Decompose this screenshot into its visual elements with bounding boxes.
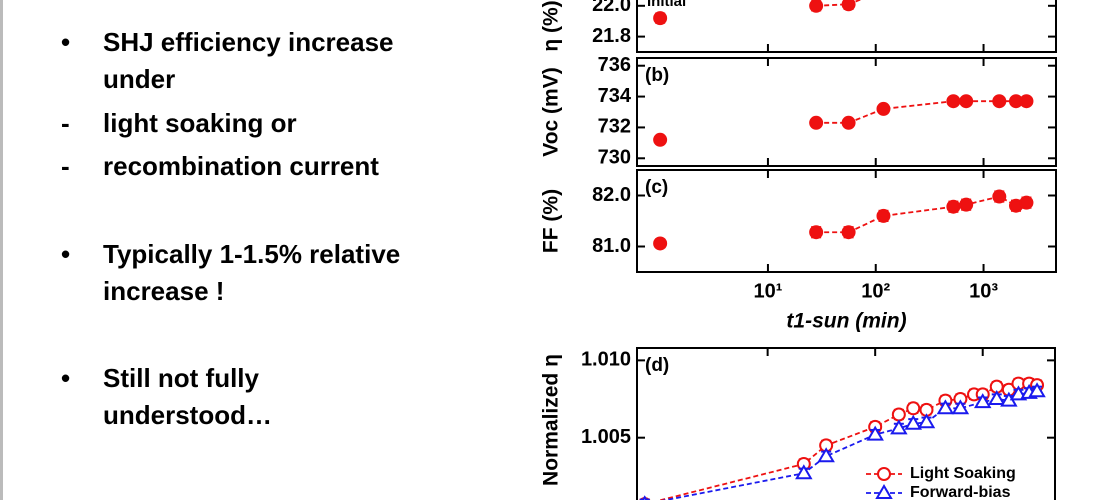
data-point: [1019, 195, 1034, 210]
y-tick-label: 22.0: [592, 0, 631, 16]
y-axis-label: FF (%): [540, 189, 563, 253]
data-point: [641, 495, 648, 500]
data-point: [959, 94, 974, 109]
data-point: [890, 419, 908, 435]
data-point: [809, 0, 824, 13]
bullet-marker: •: [61, 239, 71, 269]
y-axis-label: Voc (mV): [540, 67, 563, 156]
y-tick-label: 82.0: [592, 184, 631, 206]
data-point: [653, 132, 668, 147]
data-point: [951, 399, 970, 415]
y-tick-label: 1.010: [581, 349, 631, 371]
bullet-text: understood…: [103, 400, 272, 430]
data-point: [1028, 382, 1046, 398]
bullet-text: under: [103, 64, 176, 94]
data-point: [841, 115, 856, 130]
bullet-marker: •: [61, 363, 71, 393]
y-tick-label: 732: [598, 116, 631, 138]
y-tick-label: 1.005: [581, 426, 631, 448]
data-point: [841, 0, 856, 12]
annotation: Initial: [647, 0, 686, 10]
data-point: [992, 94, 1007, 109]
x-tick-label: 10¹: [753, 280, 782, 302]
legend-marker: [875, 484, 893, 499]
bullet-text: recombination current: [103, 151, 379, 181]
legend-label: Light Soaking: [910, 465, 1016, 482]
data-point: [841, 225, 856, 240]
data-point: [936, 399, 955, 415]
x-axis-label: t1-sun (min): [786, 310, 906, 333]
data-point: [946, 94, 961, 109]
plot-frame: [636, 169, 1057, 273]
data-point: [866, 425, 884, 441]
bullet-text: Typically 1-1.5% relative: [103, 239, 401, 269]
y-axis-label: η (%): [540, 0, 563, 51]
legend-marker: [877, 467, 891, 481]
data-point: [891, 407, 906, 422]
bullet-text: Still not fully: [103, 363, 259, 393]
x-tick-label: 10²: [861, 280, 890, 302]
legend-label: Forward-bias: [910, 484, 1011, 500]
bullet-marker: •: [61, 27, 71, 57]
data-point: [959, 197, 974, 212]
bullet-text: increase !: [103, 276, 225, 306]
data-point: [795, 464, 813, 480]
y-tick-label: 734: [598, 85, 632, 107]
plot-frame: [636, 57, 1057, 167]
data-point: [917, 413, 936, 429]
data-point: [876, 101, 891, 116]
data-point: [653, 236, 668, 251]
data-point: [817, 447, 835, 463]
y-tick-label: 730: [598, 147, 631, 169]
plot-frame: [636, 0, 1057, 53]
panel-label: (b): [645, 65, 669, 86]
data-point: [904, 414, 922, 430]
data-point: [906, 401, 921, 416]
data-point: [653, 11, 668, 26]
y-tick-label: 736: [598, 54, 631, 76]
panel-label: (c): [645, 177, 668, 198]
bullet-marker: -: [61, 151, 70, 181]
data-point: [992, 189, 1007, 204]
data-point: [987, 390, 1006, 406]
bullet-marker: -: [61, 108, 70, 138]
data-point: [946, 199, 961, 214]
plot-frame: [636, 347, 1056, 500]
x-tick-label: 10³: [969, 280, 998, 302]
data-point: [1019, 94, 1034, 109]
panel-label: (d): [645, 355, 669, 376]
bullet-text: light soaking or: [103, 108, 297, 138]
y-tick-label: 81.0: [592, 235, 631, 257]
data-point: [809, 115, 824, 130]
data-point: [973, 393, 992, 409]
bullet-text: SHJ efficiency increase: [103, 27, 394, 57]
y-tick-label: 21.8: [592, 25, 631, 47]
y-axis-label: Normalized η: [540, 354, 563, 486]
data-point: [809, 225, 824, 240]
data-point: [876, 208, 891, 223]
